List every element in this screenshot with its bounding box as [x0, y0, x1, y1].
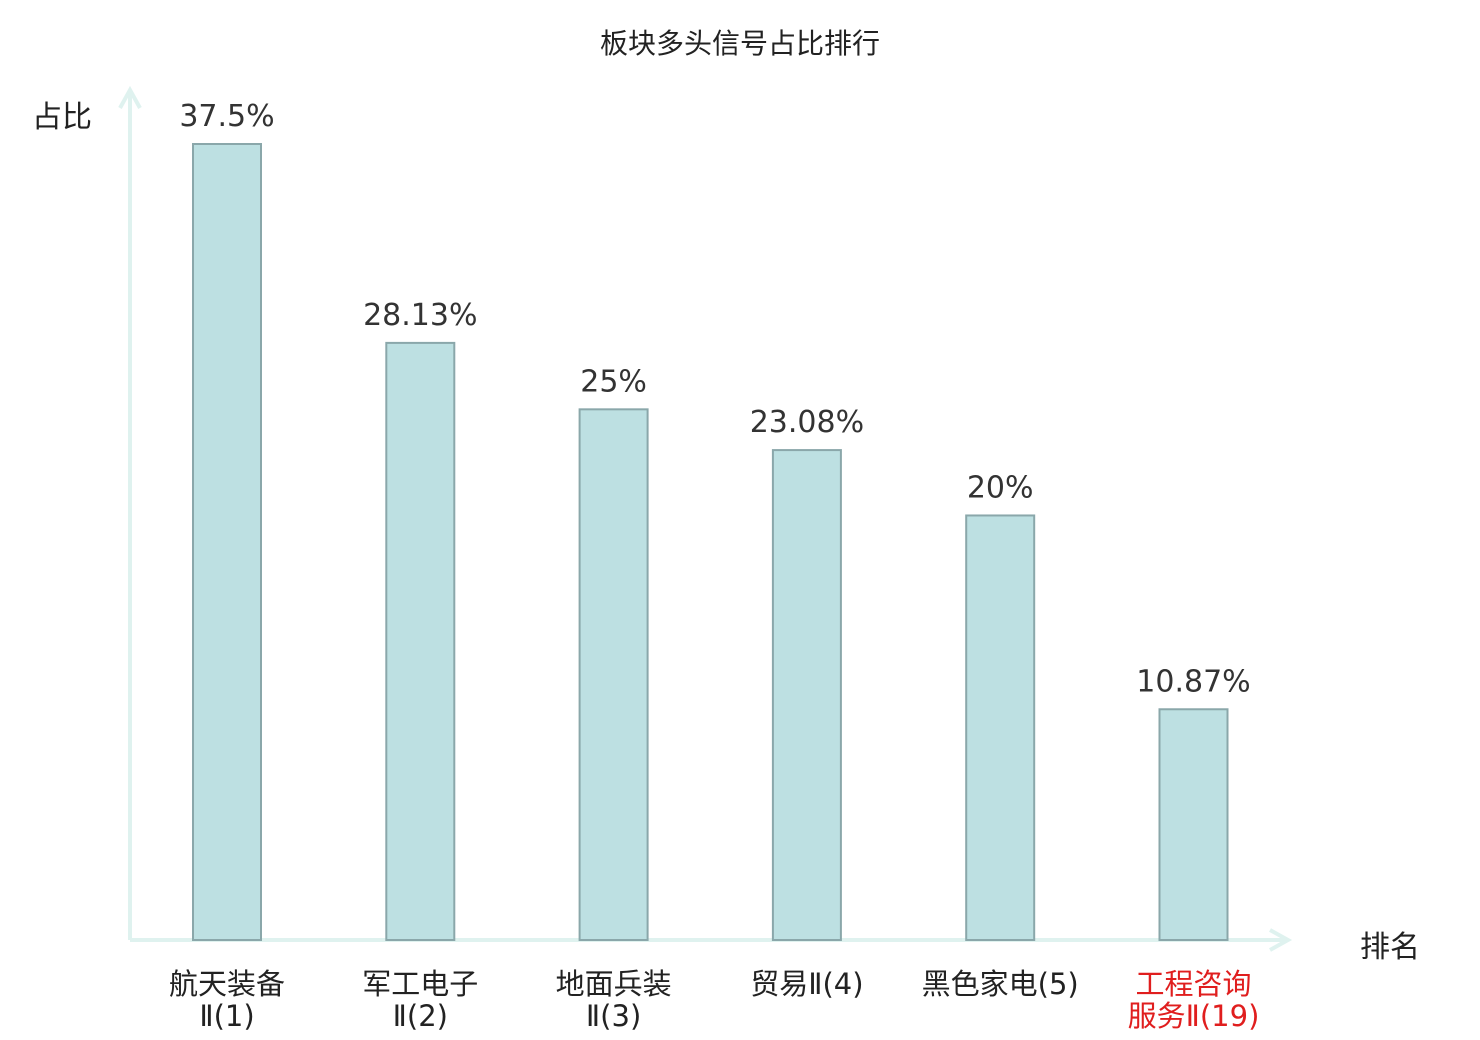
x-tick-label: 地面兵装 — [556, 967, 672, 1001]
data-label: 20% — [967, 470, 1034, 505]
x-tick-label: 服务Ⅱ(19) — [1128, 999, 1260, 1033]
bars-group — [192, 143, 1229, 942]
x-tick-label: Ⅱ(1) — [199, 999, 254, 1033]
x-tick-label: 工程咨询 — [1135, 967, 1251, 1001]
x-tick-label: 贸易Ⅱ(4) — [750, 967, 863, 1001]
bar — [578, 408, 649, 942]
bar — [771, 449, 842, 941]
x-axis-arrow — [1269, 928, 1293, 952]
bar — [1158, 708, 1229, 941]
x-tick-label: 黑色家电(5) — [922, 967, 1079, 1001]
bar — [192, 143, 262, 941]
x-tick-label: 军工电子 — [362, 967, 478, 1001]
bar — [965, 514, 1036, 941]
x-axis-label: 排名 — [1360, 930, 1420, 965]
x-tick-label: Ⅱ(3) — [586, 999, 641, 1033]
data-label: 28.13% — [363, 298, 477, 333]
bar — [385, 341, 456, 941]
data-label: 23.08% — [750, 405, 864, 440]
y-axis-arrow — [118, 85, 142, 109]
x-tick-label: Ⅱ(2) — [393, 999, 448, 1033]
data-label: 25% — [580, 364, 647, 399]
data-label: 37.5% — [179, 99, 274, 134]
data-label: 10.87% — [1136, 664, 1250, 699]
axes — [118, 85, 1293, 952]
y-axis-label: 占比 — [32, 100, 92, 135]
chart-title: 板块多头信号占比排行 — [599, 27, 880, 60]
x-tick-label: 航天装备 — [169, 967, 285, 1001]
